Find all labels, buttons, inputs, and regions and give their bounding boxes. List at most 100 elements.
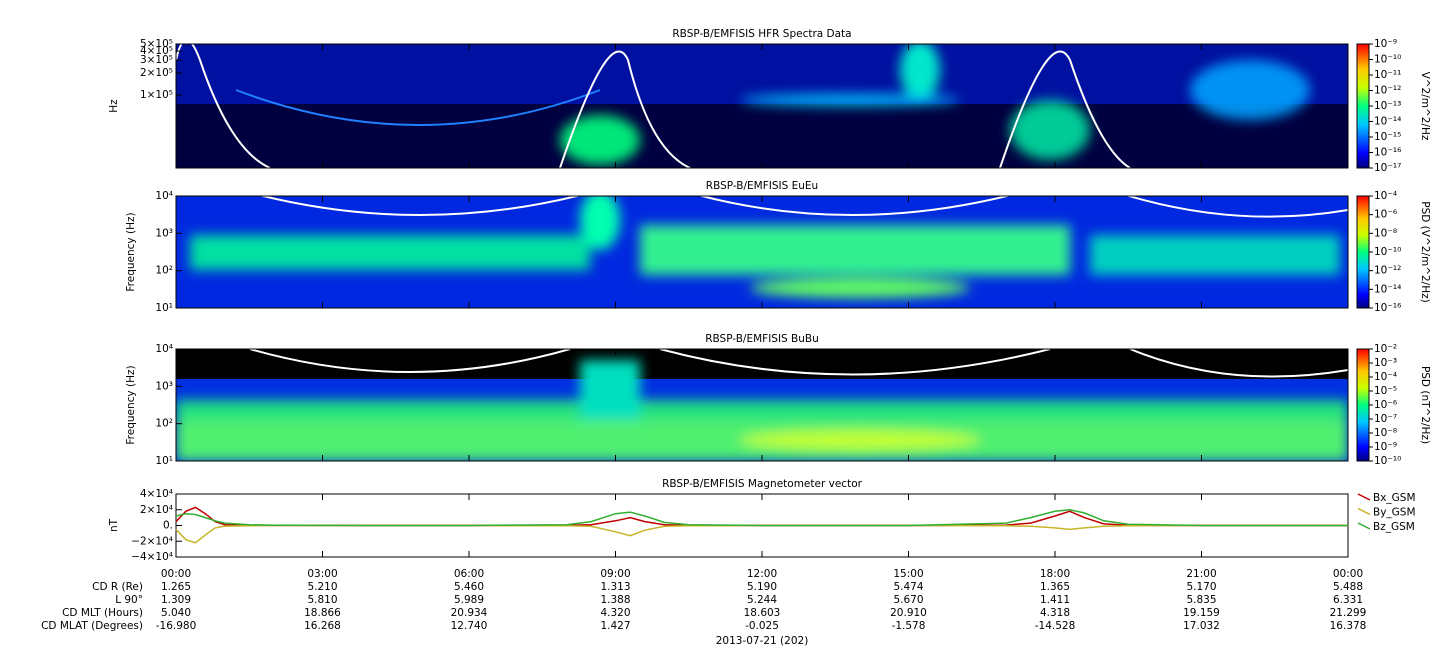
colorbar-tick-label: 10⁻¹¹ bbox=[1374, 69, 1401, 81]
x-tick-label: 15:00 bbox=[893, 568, 923, 580]
x-tick-label: 00:00 bbox=[1333, 568, 1363, 580]
ephemeris-value: 4.318 bbox=[1040, 607, 1070, 619]
colorbar-tick-label: 10⁻⁶ bbox=[1374, 209, 1397, 221]
y-tick-label: 1×10⁵ bbox=[140, 89, 173, 101]
data-line bbox=[175, 509, 1348, 527]
ephemeris-value: 5.810 bbox=[307, 594, 337, 606]
legend-swatch bbox=[1357, 507, 1371, 516]
ephemeris-value: 1.427 bbox=[600, 620, 630, 632]
ephemeris-value: 5.040 bbox=[161, 607, 191, 619]
y-tick-label: −2×10⁴ bbox=[131, 535, 173, 547]
ephemeris-label: L 90° bbox=[115, 594, 143, 606]
x-tick-label: 12:00 bbox=[747, 568, 777, 580]
ephemeris-value: 19.159 bbox=[1183, 607, 1220, 619]
ephemeris-value: 5.460 bbox=[454, 581, 484, 593]
spectrogram-image bbox=[176, 44, 1348, 168]
ephemeris-value: 6.331 bbox=[1333, 594, 1363, 606]
y-tick-label: 10¹ bbox=[155, 302, 173, 314]
ephemeris-value: 1.365 bbox=[1040, 581, 1070, 593]
x-tick-label: 09:00 bbox=[600, 568, 630, 580]
colorbar-tick-label: 10⁻¹⁶ bbox=[1374, 147, 1401, 159]
panel-title: RBSP-B/EMFISIS EuEu bbox=[706, 180, 818, 192]
colorbar-label: PSD (nT^2/Hz) bbox=[1419, 366, 1431, 444]
ephemeris-value: 20.934 bbox=[451, 607, 488, 619]
ephemeris-value: 21.299 bbox=[1330, 607, 1367, 619]
colorbar-tick-label: 10⁻¹⁴ bbox=[1374, 116, 1401, 128]
x-tick-label: 18:00 bbox=[1040, 568, 1070, 580]
legend-swatch bbox=[1357, 522, 1371, 530]
ephemeris-value: 12.740 bbox=[451, 620, 488, 632]
y-axis-label: Frequency (Hz) bbox=[125, 365, 137, 444]
ephemeris-value: -16.980 bbox=[156, 620, 197, 632]
x-tick-label: 00:00 bbox=[161, 568, 191, 580]
x-tick-label: 03:00 bbox=[307, 568, 337, 580]
y-tick-label: 0. bbox=[163, 520, 173, 532]
ephemeris-value: 1.411 bbox=[1040, 594, 1070, 606]
spectrogram-image bbox=[176, 349, 1348, 461]
colorbar-tick-label: 10⁻¹⁰ bbox=[1374, 246, 1401, 258]
ephemeris-value: 1.265 bbox=[161, 581, 191, 593]
y-tick-label: −4×10⁴ bbox=[131, 551, 173, 563]
y-tick-label: 5×10⁵ bbox=[140, 38, 173, 50]
ephemeris-label: CD MLT (Hours) bbox=[62, 607, 143, 619]
colorbar bbox=[1356, 195, 1370, 309]
y-axis-label: nT bbox=[108, 518, 120, 532]
ephemeris-value: 5.835 bbox=[1186, 594, 1216, 606]
colorbar-tick-label: 10⁻¹³ bbox=[1374, 100, 1401, 112]
y-tick-label: 10⁴ bbox=[155, 343, 173, 355]
y-tick-label: 2×10⁵ bbox=[140, 67, 173, 79]
ephemeris-value: 5.989 bbox=[454, 594, 484, 606]
ephemeris-value: 5.210 bbox=[307, 581, 337, 593]
y-tick-label: 10² bbox=[155, 418, 173, 430]
colorbar-tick-label: 10⁻⁵ bbox=[1374, 385, 1397, 397]
legend-label: Bz_GSM bbox=[1373, 521, 1415, 533]
spectrogram-image bbox=[176, 196, 1348, 308]
colorbar bbox=[1356, 43, 1370, 169]
y-tick-label: 4×10⁴ bbox=[140, 488, 173, 500]
colorbar-tick-label: 10⁻⁷ bbox=[1374, 413, 1397, 425]
colorbar-tick-label: 10⁻¹⁵ bbox=[1374, 131, 1401, 143]
colorbar-tick-label: 10⁻⁴ bbox=[1374, 190, 1397, 202]
colorbar-label: V^2/m^2/Hz bbox=[1419, 72, 1431, 141]
colorbar-tick-label: 10⁻¹⁰ bbox=[1374, 455, 1401, 467]
colorbar-tick-label: 10⁻¹⁷ bbox=[1374, 162, 1401, 174]
y-tick-label: 3×10⁵ bbox=[140, 54, 173, 66]
colorbar bbox=[1356, 348, 1370, 462]
x-tick-label: 21:00 bbox=[1186, 568, 1216, 580]
data-line bbox=[175, 524, 1348, 544]
y-tick-label: 4×10⁵ bbox=[140, 45, 173, 57]
ephemeris-value: 18.866 bbox=[304, 607, 341, 619]
y-axis-label: Frequency (Hz) bbox=[125, 212, 137, 291]
panel-title: RBSP-B/EMFISIS BuBu bbox=[705, 333, 819, 345]
y-tick-label: 10³ bbox=[155, 227, 173, 239]
legend-swatch bbox=[1357, 493, 1371, 501]
ephemeris-value: 16.268 bbox=[304, 620, 341, 632]
ephemeris-value: 5.170 bbox=[1186, 581, 1216, 593]
ephemeris-label: CD R (Re) bbox=[92, 581, 143, 593]
colorbar-tick-label: 10⁻¹⁴ bbox=[1374, 283, 1401, 295]
colorbar-label: PSD (V^2/m^2/Hz) bbox=[1419, 201, 1431, 302]
ephemeris-value: -1.578 bbox=[892, 620, 926, 632]
ephemeris-value: 5.488 bbox=[1333, 581, 1363, 593]
ephemeris-value: 5.244 bbox=[747, 594, 777, 606]
colorbar-tick-label: 10⁻⁶ bbox=[1374, 399, 1397, 411]
ephemeris-value: 4.320 bbox=[600, 607, 630, 619]
ephemeris-value: 1.309 bbox=[161, 594, 191, 606]
data-line bbox=[175, 506, 1348, 527]
ephemeris-value: -0.025 bbox=[745, 620, 779, 632]
y-tick-label: 2×10⁴ bbox=[140, 504, 173, 516]
colorbar-tick-label: 10⁻⁹ bbox=[1374, 441, 1397, 453]
y-axis-label: Hz bbox=[108, 99, 120, 113]
ephemeris-value: 20.910 bbox=[890, 607, 927, 619]
legend-label: Bx_GSM bbox=[1373, 492, 1416, 504]
y-tick-label: 10⁴ bbox=[155, 190, 173, 202]
ephemeris-label: CD MLAT (Degrees) bbox=[41, 620, 143, 632]
y-tick-label: 10¹ bbox=[155, 455, 173, 467]
ephemeris-value: 16.378 bbox=[1330, 620, 1367, 632]
date-label: 2013-07-21 (202) bbox=[716, 635, 809, 647]
y-tick-label: 10² bbox=[155, 265, 173, 277]
panel-title: RBSP-B/EMFISIS Magnetometer vector bbox=[662, 478, 863, 490]
x-tick-label: 06:00 bbox=[454, 568, 484, 580]
